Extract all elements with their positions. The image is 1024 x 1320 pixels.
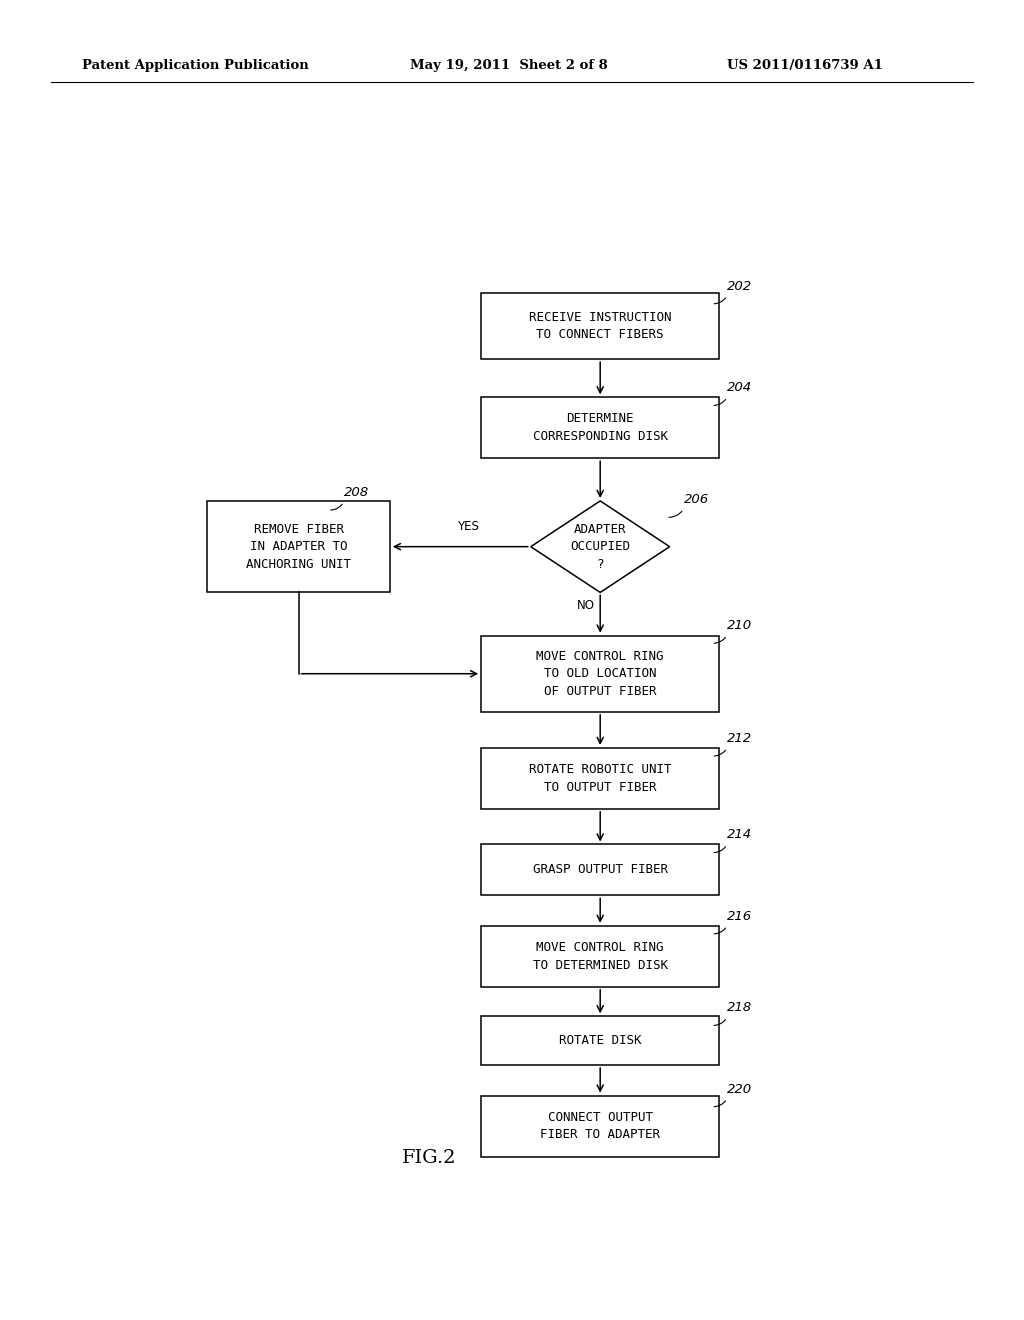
Text: YES: YES: [458, 520, 479, 533]
Text: RECEIVE INSTRUCTION
TO CONNECT FIBERS: RECEIVE INSTRUCTION TO CONNECT FIBERS: [529, 310, 672, 342]
Text: REMOVE FIBER
IN ADAPTER TO
ANCHORING UNIT: REMOVE FIBER IN ADAPTER TO ANCHORING UNI…: [246, 523, 351, 570]
Text: 214: 214: [727, 829, 753, 841]
Text: ROTATE ROBOTIC UNIT
TO OUTPUT FIBER: ROTATE ROBOTIC UNIT TO OUTPUT FIBER: [529, 763, 672, 793]
Text: 206: 206: [684, 492, 709, 506]
FancyBboxPatch shape: [481, 1016, 719, 1065]
Text: CONNECT OUTPUT
FIBER TO ADAPTER: CONNECT OUTPUT FIBER TO ADAPTER: [541, 1110, 660, 1142]
FancyBboxPatch shape: [481, 845, 719, 895]
Text: 204: 204: [727, 381, 753, 395]
Text: Patent Application Publication: Patent Application Publication: [82, 59, 308, 73]
Text: 210: 210: [727, 619, 753, 632]
Text: DETERMINE
CORRESPONDING DISK: DETERMINE CORRESPONDING DISK: [532, 412, 668, 444]
FancyBboxPatch shape: [481, 1096, 719, 1156]
Text: ROTATE DISK: ROTATE DISK: [559, 1034, 641, 1047]
Text: 202: 202: [727, 280, 753, 293]
Text: US 2011/0116739 A1: US 2011/0116739 A1: [727, 59, 883, 73]
Text: MOVE CONTROL RING
TO OLD LOCATION
OF OUTPUT FIBER: MOVE CONTROL RING TO OLD LOCATION OF OUT…: [537, 649, 664, 698]
FancyBboxPatch shape: [481, 925, 719, 987]
Polygon shape: [530, 500, 670, 593]
Text: 220: 220: [727, 1082, 753, 1096]
FancyBboxPatch shape: [481, 293, 719, 359]
FancyBboxPatch shape: [481, 748, 719, 809]
Text: GRASP OUTPUT FIBER: GRASP OUTPUT FIBER: [532, 863, 668, 876]
FancyBboxPatch shape: [481, 636, 719, 711]
FancyBboxPatch shape: [207, 500, 390, 593]
Text: FIG.2: FIG.2: [402, 1148, 457, 1167]
Text: May 19, 2011  Sheet 2 of 8: May 19, 2011 Sheet 2 of 8: [410, 59, 607, 73]
Text: NO: NO: [577, 598, 595, 611]
Text: MOVE CONTROL RING
TO DETERMINED DISK: MOVE CONTROL RING TO DETERMINED DISK: [532, 941, 668, 972]
Text: 208: 208: [344, 486, 369, 499]
Text: 216: 216: [727, 909, 753, 923]
Text: 212: 212: [727, 731, 753, 744]
Text: ADAPTER
OCCUPIED
?: ADAPTER OCCUPIED ?: [570, 523, 630, 570]
FancyBboxPatch shape: [481, 397, 719, 458]
Text: 218: 218: [727, 1001, 753, 1014]
